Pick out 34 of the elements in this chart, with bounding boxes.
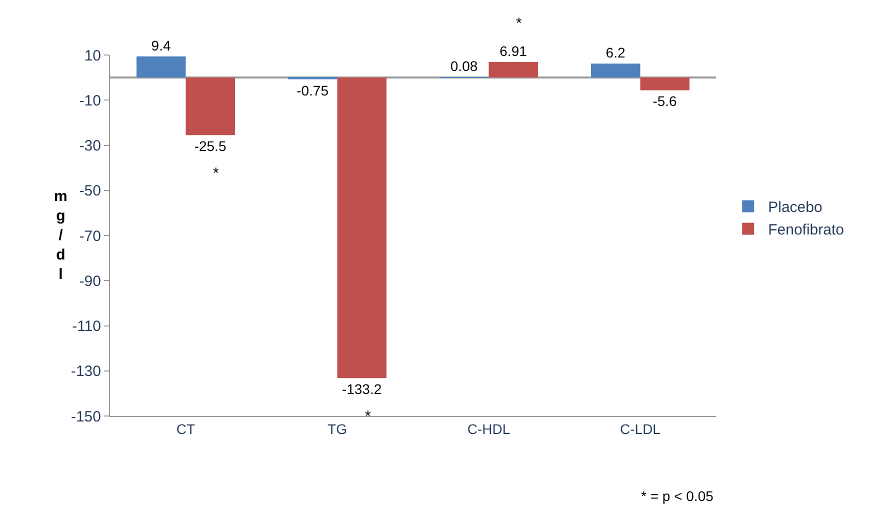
annotation: * xyxy=(365,408,371,425)
x-tick-label: C-HDL xyxy=(467,420,510,437)
data-label: 9.4 xyxy=(151,37,171,54)
data-label: -25.5 xyxy=(194,138,226,154)
bar xyxy=(337,78,386,378)
x-tick-label: C-LDL xyxy=(620,420,661,437)
y-tick-label: -150 xyxy=(70,408,101,426)
data-label: 0.08 xyxy=(450,58,478,74)
bar xyxy=(186,78,235,136)
data-label: 6.91 xyxy=(500,42,528,59)
bar xyxy=(488,62,538,78)
annotation: * xyxy=(516,15,522,32)
annotation: * xyxy=(213,165,219,182)
x-tick-label: TG xyxy=(328,420,347,437)
data-label: -133.2 xyxy=(342,381,382,398)
data-label: 6.2 xyxy=(606,44,626,61)
y-tick-label: -110 xyxy=(72,318,101,335)
bar xyxy=(640,78,690,90)
y-tick-label: -130 xyxy=(70,363,101,380)
x-tick-label: CT xyxy=(176,420,196,437)
bar xyxy=(136,56,186,78)
data-label: -5.6 xyxy=(652,93,678,110)
data-label: -0.75 xyxy=(296,82,329,98)
y-tick-label: 10 xyxy=(84,47,101,64)
y-axis-title: mg/dl xyxy=(54,188,68,283)
text: * = p < 0.05 xyxy=(641,488,714,504)
y-tick-label: -90 xyxy=(79,272,101,290)
bar xyxy=(591,64,640,78)
y-tick-label: -10 xyxy=(79,92,101,110)
legend-label: Placebo xyxy=(768,199,822,216)
y-tick-label: -30 xyxy=(79,138,101,154)
y-tick-label: -70 xyxy=(79,228,101,245)
y-tick-label: -50 xyxy=(79,182,101,200)
legend-label: Fenofibrato xyxy=(768,222,844,239)
